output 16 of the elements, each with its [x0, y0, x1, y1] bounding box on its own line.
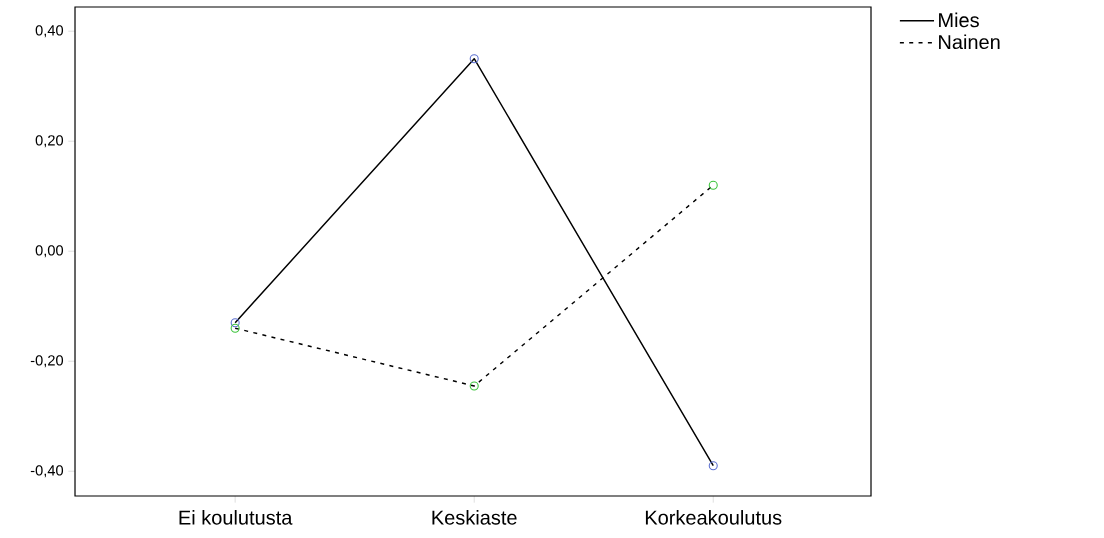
y-tick-label: 0,20: [35, 135, 64, 148]
point: [708, 461, 718, 471]
point: [469, 381, 479, 391]
point: [708, 180, 718, 190]
y-tick-label: -0,40: [30, 465, 64, 478]
point: [469, 54, 479, 64]
point: [230, 318, 240, 328]
legend-label: Nainen: [939, 34, 1000, 50]
x-tick-label: Keskiaste: [432, 510, 517, 525]
legend-label: Mies: [939, 12, 979, 28]
y-tick-label: 0,00: [35, 245, 64, 258]
x-tick-label: Ei koulutusta: [179, 510, 293, 525]
y-tick-label: -0,20: [30, 355, 64, 368]
x-tick-label: Korkeakoulutus: [645, 510, 782, 525]
point: [230, 323, 240, 333]
y-tick-label: 0,40: [35, 25, 64, 38]
